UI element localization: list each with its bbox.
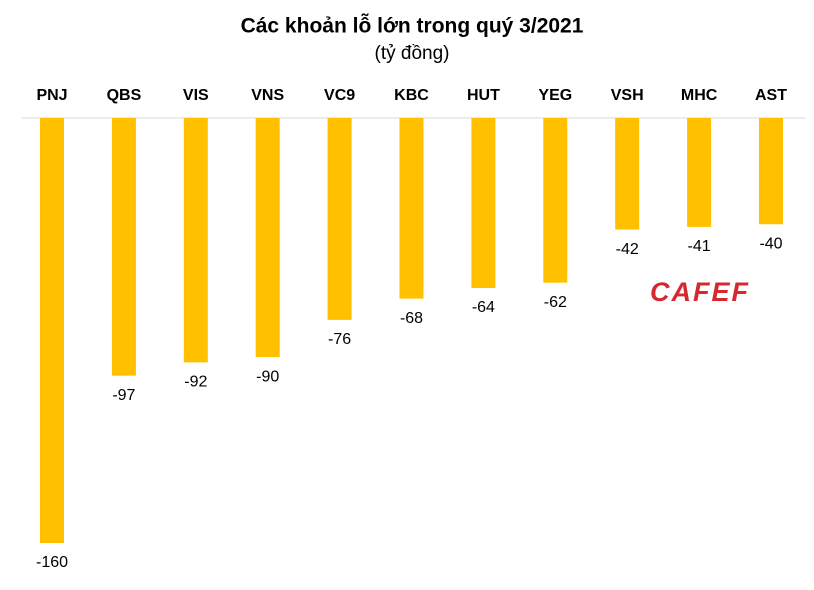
bar — [399, 118, 424, 299]
value-label: -68 — [400, 310, 423, 327]
value-label: -62 — [544, 294, 567, 311]
category-label: MHC — [681, 87, 718, 104]
bar — [687, 118, 712, 227]
bar — [255, 118, 280, 358]
value-label: -90 — [256, 368, 279, 385]
category-label: VC9 — [324, 87, 355, 104]
value-label: -92 — [184, 374, 207, 391]
value-label: -160 — [36, 554, 68, 571]
bar — [183, 118, 208, 363]
value-label: -40 — [759, 235, 782, 252]
category-label: HUT — [467, 87, 500, 104]
value-label: -97 — [112, 387, 135, 404]
value-label: -64 — [472, 299, 495, 316]
value-label: -42 — [616, 241, 639, 258]
category-label: QBS — [107, 87, 142, 104]
bar — [40, 118, 64, 543]
value-label: -41 — [688, 238, 711, 255]
chart-subtitle: (tỷ đồng) — [375, 43, 450, 64]
bar — [327, 118, 352, 320]
bar — [543, 118, 568, 283]
category-label: VSH — [611, 87, 644, 104]
bar — [111, 118, 136, 376]
category-label: VIS — [183, 87, 209, 104]
bar — [471, 118, 496, 288]
value-label: -76 — [328, 331, 351, 348]
category-label: PNJ — [36, 87, 67, 104]
bar — [615, 118, 640, 230]
category-label: VNS — [251, 87, 284, 104]
category-label: YEG — [538, 87, 572, 104]
category-label: AST — [755, 87, 787, 104]
watermark: CAFEF — [650, 277, 750, 307]
bar — [759, 118, 783, 225]
chart-title: Các khoản lỗ lớn trong quý 3/2021 — [241, 14, 584, 38]
category-label: KBC — [394, 87, 429, 104]
